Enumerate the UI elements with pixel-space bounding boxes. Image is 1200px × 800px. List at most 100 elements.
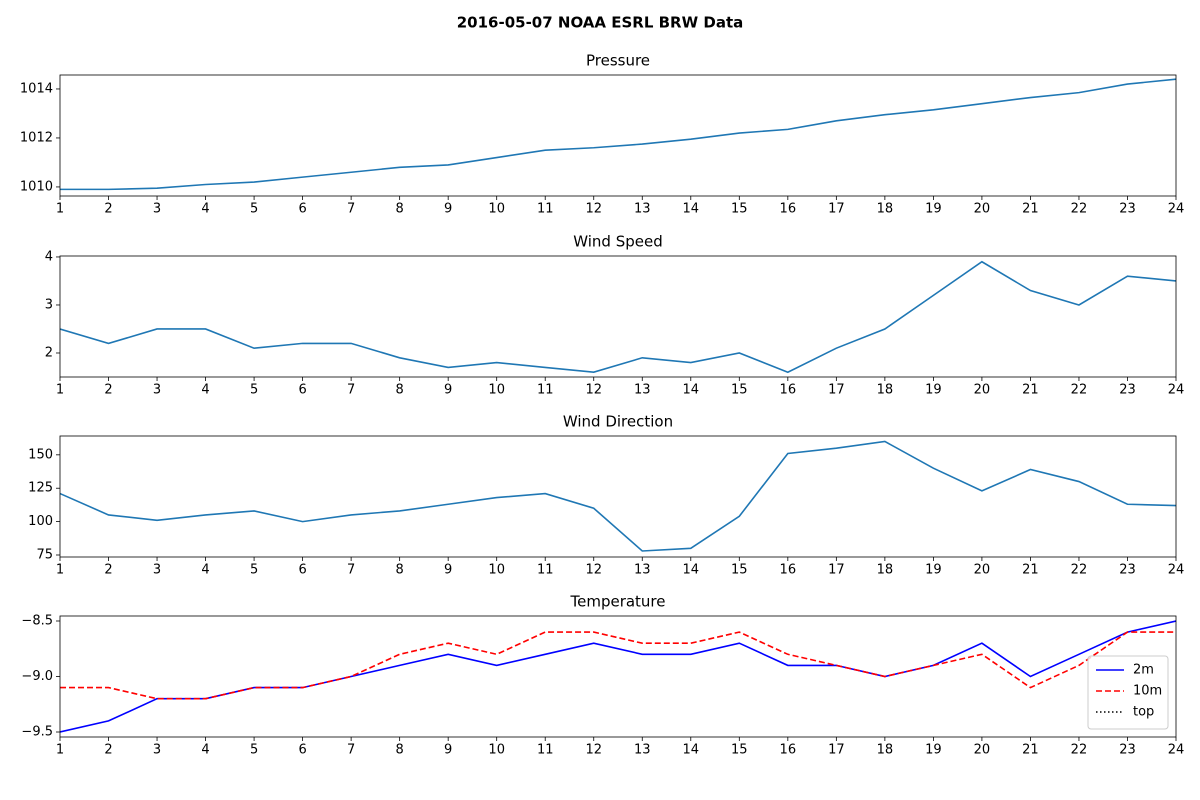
subplot-title: Pressure [586,52,650,70]
x-tick-label: 1 [56,202,64,217]
x-tick-label: 18 [877,563,894,578]
x-tick-label: 8 [396,563,404,578]
x-tick-label: 10 [488,743,505,758]
x-tick-label: 20 [974,743,991,758]
x-tick-label: 5 [250,743,258,758]
x-tick-label: 5 [250,202,258,217]
y-tick-label: 100 [28,514,53,529]
x-tick-label: 9 [444,743,452,758]
y-tick-label: 1012 [20,130,53,145]
x-tick-label: 2 [104,383,112,398]
x-tick-label: 6 [298,202,306,217]
data-line [60,440,1176,552]
x-tick-label: 16 [780,202,797,217]
x-tick-label: 12 [585,383,602,398]
data-line [60,78,1176,191]
x-tick-label: 13 [634,563,651,578]
x-tick-label: 7 [347,383,355,398]
y-tick-label: −9.5 [21,725,53,740]
x-tick-label: 19 [925,383,942,398]
x-tick-label: 18 [877,383,894,398]
axes-frame [59,255,1177,378]
x-tick-label: 13 [634,383,651,398]
x-tick-label: 3 [153,383,161,398]
x-tick-label: 15 [731,383,748,398]
legend-label: 10m [1133,684,1162,699]
x-tick-label: 3 [153,202,161,217]
y-tick-label: −8.5 [21,613,53,628]
x-tick-label: 7 [347,743,355,758]
x-tick-label: 12 [585,202,602,217]
x-tick-label: 17 [828,383,845,398]
axes-frame [59,435,1177,558]
x-tick-label: 17 [828,563,845,578]
x-tick-label: 9 [444,563,452,578]
y-tick-label: −9.0 [21,669,53,684]
x-tick-label: 11 [537,383,554,398]
x-tick-label: 18 [877,743,894,758]
axes-frame [59,74,1177,197]
x-tick-label: 14 [683,743,700,758]
x-tick-label: 11 [537,202,554,217]
x-tick-label: 6 [298,563,306,578]
y-tick-label: 125 [28,481,53,496]
x-tick-label: 2 [104,743,112,758]
subplot-title: Temperature [569,593,665,611]
x-tick-label: 13 [634,202,651,217]
x-tick-label: 21 [1022,743,1039,758]
x-tick-label: 10 [488,563,505,578]
x-tick-label: 9 [444,383,452,398]
x-tick-label: 6 [298,383,306,398]
x-tick-label: 20 [974,202,991,217]
figure-title: 2016-05-07 NOAA ESRL BRW Data [457,14,744,32]
x-tick-label: 16 [780,563,797,578]
data-line [60,260,1176,374]
data-line [60,620,1176,733]
x-tick-label: 15 [731,743,748,758]
legend-box [1087,655,1169,730]
x-tick-label: 14 [683,202,700,217]
x-tick-label: 12 [585,743,602,758]
x-tick-label: 1 [56,383,64,398]
x-tick-label: 7 [347,202,355,217]
x-tick-label: 22 [1071,563,1088,578]
x-tick-label: 20 [974,563,991,578]
axes-frame [59,615,1177,738]
x-tick-label: 4 [201,202,209,217]
x-tick-label: 24 [1168,202,1185,217]
x-tick-label: 23 [1119,563,1136,578]
x-tick-label: 22 [1071,743,1088,758]
x-tick-label: 11 [537,563,554,578]
x-tick-label: 11 [537,743,554,758]
y-tick-label: 4 [45,249,53,264]
x-tick-label: 4 [201,563,209,578]
x-tick-label: 2 [104,563,112,578]
x-tick-label: 17 [828,743,845,758]
x-tick-label: 23 [1119,743,1136,758]
subplot-title: Wind Speed [573,233,663,251]
x-tick-label: 19 [925,563,942,578]
x-tick-label: 23 [1119,383,1136,398]
x-tick-label: 6 [298,743,306,758]
x-tick-label: 19 [925,743,942,758]
x-tick-label: 2 [104,202,112,217]
x-tick-label: 23 [1119,202,1136,217]
x-tick-label: 22 [1071,383,1088,398]
x-tick-label: 3 [153,743,161,758]
legend-label: 2m [1133,663,1154,678]
y-tick-label: 150 [28,447,53,462]
x-tick-label: 22 [1071,202,1088,217]
x-tick-label: 10 [488,383,505,398]
x-tick-label: 9 [444,202,452,217]
x-tick-label: 10 [488,202,505,217]
y-tick-label: 1010 [20,179,53,194]
x-tick-label: 24 [1168,383,1185,398]
x-tick-label: 8 [396,743,404,758]
x-tick-label: 14 [683,563,700,578]
x-tick-label: 5 [250,383,258,398]
y-tick-label: 2 [45,345,53,360]
x-tick-label: 16 [780,383,797,398]
x-tick-label: 21 [1022,563,1039,578]
x-tick-label: 8 [396,383,404,398]
x-tick-label: 21 [1022,202,1039,217]
